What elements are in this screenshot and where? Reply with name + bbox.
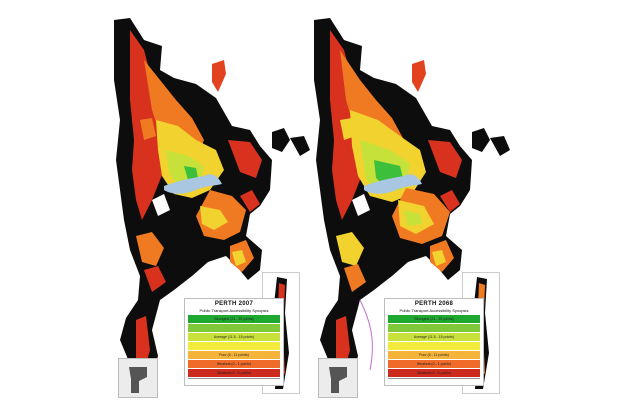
outlying-area <box>412 60 426 92</box>
access-zone-lime <box>404 210 422 226</box>
urban-area-east <box>490 136 510 156</box>
map-legend: PERTH 2068 Public Transport Accessibilit… <box>384 298 484 386</box>
rail-line <box>359 299 373 371</box>
urban-area-east <box>290 136 310 156</box>
legend-title: PERTH 2007 <box>214 301 254 307</box>
locator-inset <box>118 358 158 398</box>
legend-item: Strongest (21 - 25 points) <box>388 315 480 323</box>
legend-item: Weakest (0 - 5 points) <box>188 369 280 377</box>
map-legend: PERTH 2007 Public Transport Accessibilit… <box>184 298 284 386</box>
legend-title: PERTH 2068 <box>414 301 454 307</box>
map-panel-2068: PERTH 2068 Public Transport Accessibilit… <box>300 0 550 400</box>
access-zone-yellow <box>432 250 446 266</box>
legend-item: Weakest (0 - 1 points) <box>388 360 480 368</box>
swan-river <box>164 174 222 194</box>
perth-map-2068 <box>314 18 510 392</box>
legend-item: Poor (6 - 11 points) <box>188 351 280 359</box>
access-zone-orange <box>344 264 366 292</box>
swan-river <box>352 194 370 216</box>
legend-subtitle: Public Transport Accessibility Synopsis <box>199 308 269 313</box>
access-zone-yellow <box>340 118 356 140</box>
legend-item: Weakest (0 - 5 points) <box>388 369 480 377</box>
locator-shape <box>129 367 147 393</box>
legend-item <box>188 342 280 350</box>
locator-shape <box>329 367 347 393</box>
access-zone-orange <box>140 118 156 140</box>
access-zone-green <box>184 166 198 180</box>
access-zone-yellow <box>336 232 364 266</box>
legend-footnote <box>188 378 280 383</box>
legend-item <box>388 342 480 350</box>
legend-item <box>388 324 480 332</box>
access-zone-yellow <box>200 206 228 230</box>
legend-footnote <box>388 378 480 383</box>
map-panel-2007: PERTH 2007 Public Transport Accessibilit… <box>100 0 350 400</box>
access-zone-red <box>228 140 262 178</box>
legend-item: Weakest (0 - 1 points) <box>188 360 280 368</box>
legend-rows: Strongest (21 - 25 points) Average (11.5 … <box>385 315 483 377</box>
legend-item <box>188 324 280 332</box>
legend-subtitle: Public Transport Accessibility Synopsis <box>399 308 469 313</box>
legend-item: Poor (6 - 11 points) <box>388 351 480 359</box>
legend-rows: Strongest (21 - 25 points) Average (11.5 … <box>185 315 283 377</box>
legend-item: Average (11.5 - 15 points) <box>388 333 480 341</box>
access-zone-red <box>144 266 166 292</box>
perth-map-2007 <box>114 18 310 392</box>
locator-inset <box>318 358 358 398</box>
urban-area-east <box>472 128 490 152</box>
access-zone-red <box>440 190 460 212</box>
outlying-area <box>212 60 226 92</box>
swan-river <box>364 174 422 194</box>
access-zone-yellow <box>232 250 246 266</box>
access-zone-orange <box>136 232 164 266</box>
legend-item: Strongest (21 - 25 points) <box>188 315 280 323</box>
swan-river <box>152 194 170 216</box>
urban-area-east <box>272 128 290 152</box>
access-zone-red <box>240 190 260 212</box>
access-zone-red <box>428 140 462 178</box>
legend-item: Average (11.5 - 15 points) <box>188 333 280 341</box>
